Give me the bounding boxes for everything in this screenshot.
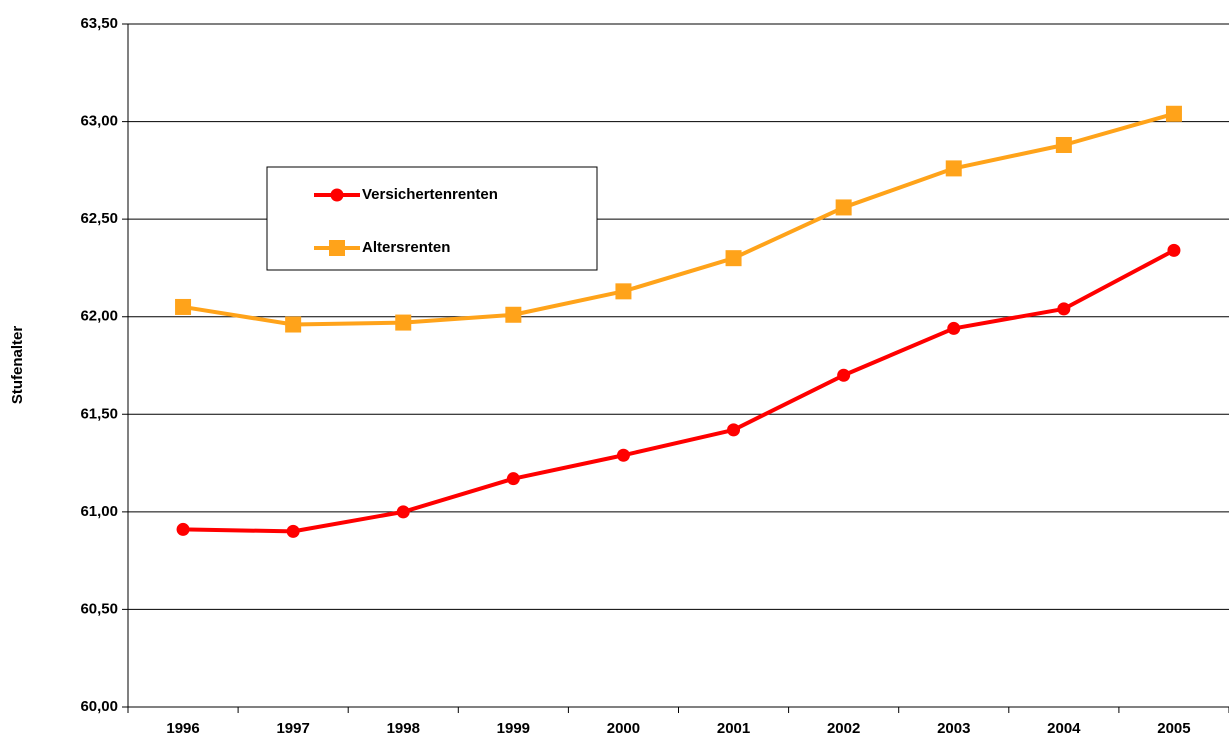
x-tick-label: 2000: [607, 720, 640, 737]
legend-marker: [330, 188, 344, 202]
y-tick-label: 61,00: [80, 503, 118, 520]
legend-box: [266, 166, 598, 271]
data-point: [947, 321, 961, 335]
x-tick-label: 2004: [1047, 720, 1081, 737]
data-point: [505, 306, 522, 323]
data-point: [395, 314, 412, 331]
series-line: [183, 248, 1175, 534]
data-point: [835, 199, 852, 216]
data-point: [286, 524, 300, 538]
y-tick-label: 62,50: [80, 210, 118, 227]
legend-marker: [329, 240, 345, 256]
data-point: [616, 448, 630, 462]
data-point: [175, 298, 192, 315]
x-tick-label: 2005: [1157, 720, 1190, 737]
data-point: [727, 423, 741, 437]
y-tick-label: 62,00: [80, 308, 118, 325]
series-line: [182, 111, 1175, 327]
x-tick-label: 1998: [387, 720, 420, 737]
x-tick-label: 2001: [717, 720, 750, 737]
y-tick-label: 63,00: [80, 113, 118, 130]
data-point: [725, 250, 742, 267]
data-point: [506, 472, 520, 486]
data-point: [1167, 243, 1181, 257]
data-point: [837, 368, 851, 382]
y-tick-label: 60,50: [80, 600, 118, 617]
data-point: [1055, 136, 1072, 153]
x-tick-label: 1999: [497, 720, 530, 737]
data-point: [615, 283, 632, 300]
y-axis-label: Stufenalter: [9, 326, 26, 405]
data-point: [285, 316, 302, 333]
x-tick-label: 1996: [166, 720, 199, 737]
x-tick-label: 2002: [827, 720, 860, 737]
data-point: [176, 522, 190, 536]
legend-label: Versichertenrenten: [362, 186, 498, 203]
data-point: [396, 505, 410, 519]
x-tick-label: 1997: [276, 720, 309, 737]
y-tick-label: 63,50: [80, 15, 118, 32]
legend-label: Altersrenten: [362, 239, 450, 256]
y-tick-label: 61,50: [80, 405, 118, 422]
y-tick-label: 60,00: [80, 698, 118, 715]
data-point: [1165, 105, 1182, 122]
data-point: [945, 160, 962, 177]
data-point: [1057, 302, 1071, 316]
x-tick-label: 2003: [937, 720, 970, 737]
